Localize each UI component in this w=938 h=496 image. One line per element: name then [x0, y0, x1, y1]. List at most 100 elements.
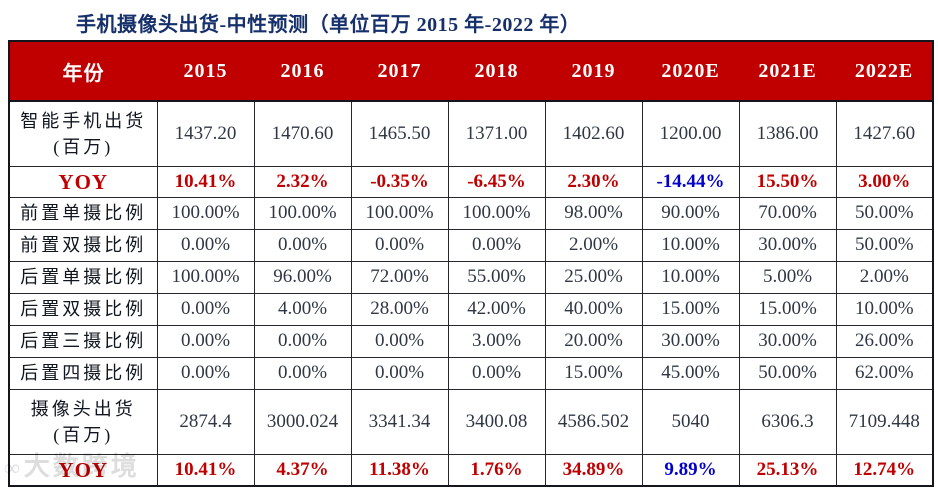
data-cell: 42.00% [447, 292, 546, 326]
data-cell: 25.13% [738, 453, 837, 487]
data-cell: 4.37% [253, 453, 352, 487]
row-label-line: 后置单摄比例 [20, 267, 147, 288]
data-cell: 0.00% [350, 228, 449, 262]
table-row: 后置四摄比例 0.00% 0.00% 0.00% 0.00% 15.00% 45.00% 50… [8, 356, 934, 390]
data-cell: 7109.448 [835, 388, 934, 455]
data-cell: 0.00% [253, 356, 352, 390]
table-row: 后置单摄比例 100.00% 96.00% 72.00% 55.00% 25.00% 10.… [8, 260, 934, 294]
header-cell: 2022E [836, 41, 933, 102]
row-label-line: (百万) [53, 424, 114, 445]
header-cell: 2015 [157, 41, 254, 102]
data-cell: 20.00% [544, 324, 643, 358]
data-cell: 2874.4 [156, 388, 255, 455]
data-cell: 1465.50 [350, 100, 449, 167]
data-cell: 30.00% [738, 228, 837, 262]
table-row: YOY 10.41% 4.37% 11.38% 1.76% 34.89% 9.89% 25.1… [8, 453, 934, 487]
data-cell: 2.32% [253, 165, 352, 198]
data-cell: 3400.08 [447, 388, 546, 455]
data-cell: 15.00% [738, 292, 837, 326]
data-cell: 50.00% [738, 356, 837, 390]
header-cell: 2020E [642, 41, 739, 102]
data-cell: -6.45% [447, 165, 546, 198]
data-cell: 100.00% [447, 196, 546, 230]
data-cell: 55.00% [447, 260, 546, 294]
data-cell: 45.00% [641, 356, 740, 390]
data-cell: -0.35% [350, 165, 449, 198]
header-row: 年份 2015 2016 2017 2018 2019 2020E 2021E 2022E [9, 41, 933, 102]
data-cell: 9.89% [641, 453, 740, 487]
data-cell: 10.00% [835, 292, 934, 326]
data-cell: 0.00% [156, 324, 255, 358]
table-row: 后置双摄比例 0.00% 4.00% 28.00% 42.00% 40.00% 15.00%… [8, 292, 934, 326]
table-row: 智能手机出货 (百万) 1437.20 1470.60 1465.50 1371.00 14… [8, 100, 934, 167]
data-cell: 4.00% [253, 292, 352, 326]
data-cell: 10.00% [641, 260, 740, 294]
data-cell: 0.00% [447, 356, 546, 390]
row-label-line: YOY [58, 457, 109, 482]
data-cell: 0.00% [350, 356, 449, 390]
data-cell: 26.00% [835, 324, 934, 358]
data-cell: 1437.20 [156, 100, 255, 167]
header-cell: 2018 [448, 41, 545, 102]
data-cell: 0.00% [156, 292, 255, 326]
table-row: 后置三摄比例 0.00% 0.00% 0.00% 3.00% 20.00% 30.00% 30… [8, 324, 934, 358]
data-cell: 15.00% [544, 356, 643, 390]
data-cell: 100.00% [156, 196, 255, 230]
data-cell: 40.00% [544, 292, 643, 326]
data-cell: 15.00% [641, 292, 740, 326]
header-cell-year: 年份 [9, 41, 157, 102]
data-cell: -14.44% [641, 165, 740, 198]
data-cell: 50.00% [835, 196, 934, 230]
row-label-line: 后置双摄比例 [20, 299, 147, 320]
row-label: 后置双摄比例 [8, 292, 158, 326]
data-cell: 1427.60 [835, 100, 934, 167]
row-label: YOY [8, 165, 158, 198]
data-cell: 3341.34 [350, 388, 449, 455]
row-label-line: 后置四摄比例 [20, 363, 147, 384]
data-cell: 70.00% [738, 196, 837, 230]
data-cell: 98.00% [544, 196, 643, 230]
data-cell: 1371.00 [447, 100, 546, 167]
data-cell: 100.00% [253, 196, 352, 230]
row-label: YOY [8, 453, 158, 487]
data-cell: 96.00% [253, 260, 352, 294]
row-label: 后置单摄比例 [8, 260, 158, 294]
data-cell: 2.00% [544, 228, 643, 262]
data-cell: 100.00% [156, 260, 255, 294]
data-cell: 3.00% [835, 165, 934, 198]
data-cell: 10.41% [156, 453, 255, 487]
data-cell: 11.38% [350, 453, 449, 487]
row-label: 智能手机出货 (百万) [8, 100, 158, 167]
data-cell: 1402.60 [544, 100, 643, 167]
data-cell: 1200.00 [641, 100, 740, 167]
data-cell: 10.00% [641, 228, 740, 262]
data-cell: 2.00% [835, 260, 934, 294]
data-cell: 15.50% [738, 165, 837, 198]
table-body: 智能手机出货 (百万) 1437.20 1470.60 1465.50 1371.00 14… [8, 100, 934, 487]
data-cell: 0.00% [253, 228, 352, 262]
data-cell: 2.30% [544, 165, 643, 198]
data-cell: 1470.60 [253, 100, 352, 167]
data-cell: 72.00% [350, 260, 449, 294]
row-label-line: 后置三摄比例 [20, 331, 147, 352]
table-title: 手机摄像头出货-中性预测（单位百万 2015 年-2022 年） [76, 14, 581, 36]
row-label: 后置四摄比例 [8, 356, 158, 390]
table-row: YOY 10.41% 2.32% -0.35% -6.45% 2.30% -14.44% 15… [8, 165, 934, 198]
data-cell: 3.00% [447, 324, 546, 358]
data-cell: 34.89% [544, 453, 643, 487]
row-label-line: 智能手机出货 [20, 110, 147, 131]
row-label-line: YOY [58, 169, 109, 194]
forecast-table: 年份 2015 2016 2017 2018 2019 2020E 2021E 2022E 智能… [8, 40, 934, 488]
data-cell: 12.74% [835, 453, 934, 487]
table-row: 前置双摄比例 0.00% 0.00% 0.00% 0.00% 2.00% 10.00% 30.… [8, 228, 934, 262]
row-label-line: 前置双摄比例 [20, 235, 147, 256]
data-cell: 0.00% [156, 356, 255, 390]
table-header: 年份 2015 2016 2017 2018 2019 2020E 2021E 2022E [9, 41, 933, 102]
data-cell: 90.00% [641, 196, 740, 230]
data-cell: 0.00% [253, 324, 352, 358]
data-cell: 3000.024 [253, 388, 352, 455]
data-cell: 5.00% [738, 260, 837, 294]
row-label: 前置双摄比例 [8, 228, 158, 262]
data-cell: 25.00% [544, 260, 643, 294]
data-cell: 28.00% [350, 292, 449, 326]
